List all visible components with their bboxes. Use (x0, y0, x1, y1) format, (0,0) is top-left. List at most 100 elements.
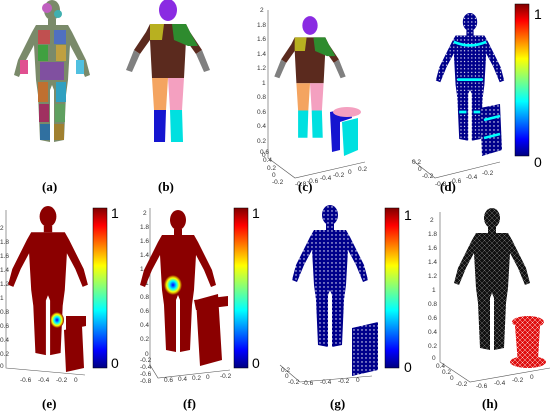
axes-c (267, 10, 366, 179)
tick-label: -0.4 (38, 377, 50, 384)
tick-label: 1.4 (140, 252, 149, 259)
tick-label: -0.4 (140, 364, 152, 371)
yticks-c: 2 1.8 1.6 1.4 1.2 1 0.8 0.6 0.4 0.2 0 (257, 7, 266, 159)
tick-label: 1.4 (0, 267, 9, 274)
tick-label: 0.4 (436, 363, 445, 370)
tick-label: -0.4 (466, 174, 478, 181)
tick-label: 0.4 (0, 337, 9, 344)
tick-label: -0.6 (307, 178, 319, 185)
tick-label: 0 (356, 377, 360, 384)
tick-label: -0.4 (320, 175, 332, 182)
tick-label: 1.2 (257, 65, 266, 72)
tick-label: -0.6 (450, 178, 462, 185)
axes-g (279, 364, 373, 383)
tick-label: 1 (0, 295, 4, 302)
tick-label: 0 (432, 355, 436, 362)
tick-label: 0 (285, 373, 289, 380)
human-parts-3d (274, 16, 346, 138)
tick-label: 0.4 (257, 123, 266, 130)
tick-label: 0.4 (263, 157, 272, 164)
colorbar-f-bottom: 0 (252, 355, 260, 371)
tick-label: 1.6 (428, 245, 437, 252)
tick-label: 2 (430, 217, 434, 224)
hotspot-f (164, 275, 182, 295)
tick-label: 2 (143, 210, 147, 217)
chair-heat-f (194, 294, 228, 366)
tick-label: 0.2 (257, 138, 266, 145)
panel-d: -0.8 -0.6 -0.4 -0.2 0.2 0 -0.2 1 0 (d) (411, 3, 542, 194)
tick-label: -0.2 (456, 381, 468, 388)
tick-label: -0.2 (422, 173, 434, 180)
colorbar-g (384, 207, 400, 369)
panel-a: (a) (14, 0, 90, 194)
tick-label: 0 (418, 166, 422, 173)
colorbar-g-top: 1 (404, 207, 412, 223)
tick-label: 0.8 (257, 94, 266, 101)
caption-f: (f) (183, 396, 196, 411)
tick-label: 0.4 (428, 329, 437, 336)
axes-f (149, 208, 231, 379)
panel-e: 2 1.8 1.6 1.4 1.2 1 0.8 0.6 0.4 0.2 0 -0… (0, 205, 119, 411)
tick-label: 0.4 (140, 322, 149, 329)
tick-label: 1.2 (0, 281, 9, 288)
colorbar-d-bottom: 0 (534, 154, 542, 170)
tick-label: 0.2 (281, 367, 290, 374)
tick-label: 0.6 (428, 315, 437, 322)
tick-label: 2 (260, 7, 264, 14)
tick-label: 1 (262, 80, 266, 87)
tick-label: 1 (432, 287, 436, 294)
tick-label: 1.8 (257, 22, 266, 29)
panel-h: 2 1.8 1.6 1.4 1.2 1 0.8 0.6 0.4 0.2 0 -0… (428, 208, 551, 411)
tick-label: -0.2 (220, 373, 232, 380)
tick-label: 0 (74, 377, 78, 384)
tick-label: 0 (262, 152, 266, 159)
tick-label: 1.6 (257, 36, 266, 43)
tick-label: 0.6 (260, 149, 269, 156)
tick-label: -0.6 (302, 380, 314, 387)
tick-label: 0.2 (140, 336, 149, 343)
caption-a: (a) (42, 179, 57, 194)
tick-label: 1.2 (428, 273, 437, 280)
chair-heat-g (352, 322, 378, 376)
hotspot-e (50, 312, 64, 328)
caption-h: (h) (482, 396, 498, 411)
tick-label: 0 (145, 351, 149, 358)
tick-label: 0 (0, 363, 4, 370)
caption-e: (e) (42, 396, 56, 411)
yticks-h: 2 1.8 1.6 1.4 1.2 1 0.8 0.6 0.4 0.2 0 (428, 217, 437, 362)
human-heat-g (292, 205, 368, 347)
xticks-d: -0.8 -0.6 -0.4 -0.2 (435, 170, 494, 188)
chair-heat-e (64, 316, 86, 372)
colorbar-f-top: 1 (252, 205, 260, 221)
tick-label: 0 (348, 169, 352, 176)
colorbar-f (233, 207, 249, 369)
tick-label: -0.4 (494, 380, 506, 387)
tick-label: 0.8 (428, 301, 437, 308)
tick-label: 0 (272, 172, 276, 179)
zticks-f: -0.2 -0.4 -0.6 -0.8 (140, 357, 152, 385)
tick-label: -0.4 (320, 379, 332, 386)
colorbar-e-top: 1 (111, 205, 119, 221)
tick-label: 0.6 (140, 308, 149, 315)
chair-parts-3d (330, 107, 361, 156)
panel-f: 2 1.8 1.6 1.4 1.2 1 0.8 0.6 0.4 0.2 0 0.… (140, 205, 260, 411)
zticks-c: 0.6 0.4 0.2 0 -0.2 (260, 149, 284, 186)
tick-label: -0.2 (288, 379, 300, 386)
tick-label: -0.8 (140, 378, 152, 385)
tick-label: -0.8 (435, 181, 447, 188)
tick-label: 0.2 (428, 343, 437, 350)
tick-label: 2 (0, 225, 4, 232)
human-parts (126, 0, 210, 142)
human-heat-d (435, 12, 505, 141)
human-mesh-segments (14, 0, 90, 142)
caption-d: (d) (440, 179, 456, 194)
tick-label: 0.2 (267, 165, 276, 172)
tick-label: 1.8 (140, 224, 149, 231)
tick-label: -0.6 (476, 383, 488, 390)
tick-label: 0.2 (412, 159, 421, 166)
tick-label: 0.6 (164, 377, 173, 384)
tick-label: -0.2 (56, 377, 68, 384)
axes-e (5, 210, 86, 376)
xticks-f: 0.6 0.4 0.2 0 -0.2 (164, 373, 232, 384)
